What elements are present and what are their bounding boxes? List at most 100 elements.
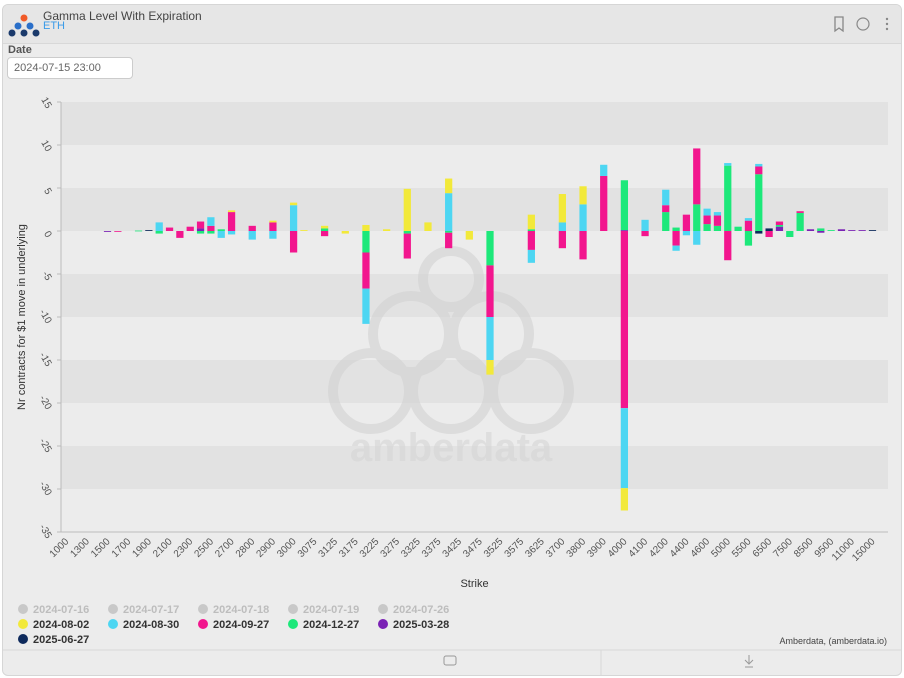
x-tick-label: 3900 xyxy=(585,536,609,560)
bar xyxy=(269,220,277,223)
bar xyxy=(744,220,753,231)
bar xyxy=(217,231,225,238)
y-tick-label: -15 xyxy=(37,351,54,369)
x-tick-label: 7500 xyxy=(771,536,795,560)
bar xyxy=(837,229,846,231)
bar xyxy=(341,231,349,234)
legend-label: 2024-07-19 xyxy=(303,604,359,616)
bar xyxy=(207,231,215,234)
bar xyxy=(744,218,753,221)
y-tick-label: -5 xyxy=(39,269,53,283)
legend-item[interactable]: 2024-08-30 xyxy=(108,619,179,631)
bar xyxy=(620,231,629,409)
bar xyxy=(786,231,794,238)
legend-item[interactable]: 2025-06-27 xyxy=(18,634,89,646)
legend-item[interactable]: 2024-07-19 xyxy=(288,604,359,616)
bar xyxy=(486,360,494,375)
x-tick-label: 1300 xyxy=(68,536,92,560)
credit: Amberdata, (amberdata.io) xyxy=(779,636,887,646)
bar xyxy=(620,180,629,231)
bar xyxy=(217,229,225,231)
bar xyxy=(693,231,701,245)
bar xyxy=(620,488,629,511)
toolbar[interactable] xyxy=(829,15,899,35)
bar xyxy=(445,193,453,231)
bar xyxy=(641,231,649,237)
x-tick-label: 3325 xyxy=(399,536,423,560)
legend-item[interactable]: 2024-08-02 xyxy=(18,619,89,631)
x-tick-label: 3800 xyxy=(565,536,589,560)
x-axis-label: Strike xyxy=(460,578,488,590)
legend-item[interactable]: 2025-03-28 xyxy=(378,619,449,631)
bar xyxy=(765,228,773,231)
bar xyxy=(693,148,701,205)
date-input[interactable]: 2024-07-15 23:00 xyxy=(7,57,133,79)
legend-swatch xyxy=(378,619,388,629)
bar xyxy=(672,231,680,246)
bar xyxy=(165,227,174,231)
legend-label: 2024-07-18 xyxy=(213,604,269,616)
bar xyxy=(486,265,494,317)
x-tick-label: 2300 xyxy=(172,536,196,560)
bar xyxy=(527,231,535,250)
x-tick-label: 3125 xyxy=(317,536,341,560)
x-tick-label: 3525 xyxy=(482,536,506,560)
legend-item[interactable]: 2024-07-17 xyxy=(108,604,179,616)
grid-band xyxy=(61,446,888,489)
legend-label: 2024-07-16 xyxy=(33,604,89,616)
y-tick-label: -20 xyxy=(37,394,54,412)
bar xyxy=(827,230,835,231)
x-tick-label: 3075 xyxy=(296,536,320,560)
y-tick-label: 10 xyxy=(38,139,53,155)
camera-icon[interactable] xyxy=(443,655,457,666)
x-tick-label: 1000 xyxy=(48,536,72,560)
x-tick-label: 4000 xyxy=(606,536,630,560)
bar xyxy=(527,214,535,230)
bar xyxy=(682,231,691,236)
bar xyxy=(817,228,825,231)
x-tick-label: 4600 xyxy=(689,536,713,560)
bar xyxy=(362,224,370,231)
bar xyxy=(465,231,473,240)
watermark-ring xyxy=(448,291,534,377)
bar xyxy=(755,174,763,231)
x-tick-label: 3475 xyxy=(461,536,485,560)
x-tick-label: 3700 xyxy=(544,536,568,560)
bar xyxy=(320,231,329,237)
download-icon[interactable] xyxy=(744,655,754,668)
legend-label: 2024-08-02 xyxy=(33,619,89,631)
legend-swatch xyxy=(18,634,28,644)
bar xyxy=(527,229,535,231)
x-tick-label: 3000 xyxy=(275,536,299,560)
watermark-ring xyxy=(368,291,454,377)
legend-item[interactable]: 2024-07-18 xyxy=(198,604,269,616)
legend-item[interactable]: 2024-12-27 xyxy=(288,619,359,631)
bar xyxy=(155,231,163,234)
bar xyxy=(672,227,680,231)
bar xyxy=(724,163,732,166)
x-tick-label: 15000 xyxy=(850,536,878,564)
bar xyxy=(155,222,163,231)
bar xyxy=(579,231,587,260)
grid-band xyxy=(61,274,888,317)
bar xyxy=(486,231,494,266)
bar xyxy=(579,186,587,205)
bar xyxy=(600,164,608,176)
legend-label: 2025-03-28 xyxy=(393,619,449,631)
bar xyxy=(269,231,277,239)
legend-item[interactable]: 2024-07-16 xyxy=(18,604,89,616)
bar xyxy=(196,221,205,229)
bar xyxy=(445,232,453,249)
bar xyxy=(662,205,670,213)
x-tick-label: 3575 xyxy=(503,536,527,560)
bar xyxy=(620,230,629,231)
legend-swatch xyxy=(108,619,118,629)
legend-item[interactable]: 2024-07-26 xyxy=(378,604,449,616)
legend-item[interactable]: 2024-09-27 xyxy=(198,619,269,631)
x-tick-label: 2900 xyxy=(255,536,279,560)
legend-swatch xyxy=(18,619,28,629)
bar xyxy=(445,231,453,233)
bar xyxy=(403,233,411,259)
legend-swatch xyxy=(378,604,388,614)
watermark-ring xyxy=(418,246,484,312)
